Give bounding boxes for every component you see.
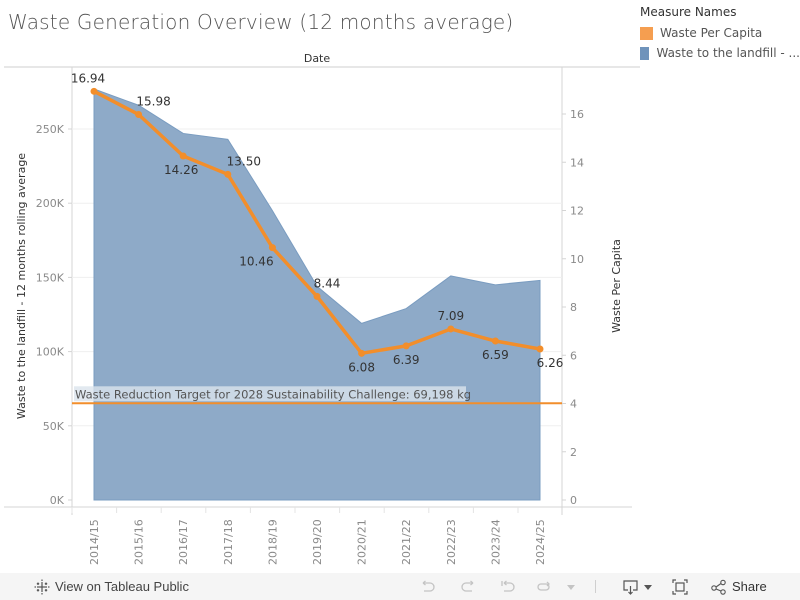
caret-down-icon bbox=[567, 584, 575, 590]
legend-swatch bbox=[640, 26, 653, 40]
left-tick-label: 150K bbox=[36, 271, 65, 284]
toolbar-divider bbox=[595, 580, 596, 593]
chart: Waste Reduction Target for 2028 Sustaina… bbox=[4, 52, 640, 565]
line-point bbox=[135, 110, 143, 118]
line-point bbox=[402, 342, 410, 350]
x-tick-label: 2023/24 bbox=[489, 519, 502, 565]
left-tick-label: 50K bbox=[43, 420, 65, 433]
data-label: 6.08 bbox=[348, 360, 375, 374]
x-tick-label: 2018/19 bbox=[266, 519, 279, 565]
data-label: 8.44 bbox=[314, 276, 341, 290]
tableau-logo-icon bbox=[34, 579, 50, 594]
undo-button[interactable] bbox=[420, 579, 436, 595]
line-point bbox=[313, 292, 321, 300]
share-label: Share bbox=[732, 579, 767, 594]
undo-icon bbox=[422, 579, 435, 592]
view-on-tableau-public-label: View on Tableau Public bbox=[55, 579, 189, 594]
line-point bbox=[447, 325, 455, 333]
legend-title: Measure Names bbox=[640, 5, 737, 19]
right-tick-label: 4 bbox=[570, 398, 577, 411]
fullscreen-icon bbox=[672, 578, 688, 595]
fullscreen-button[interactable] bbox=[672, 578, 688, 595]
legend-item-waste-per-capita[interactable]: Waste Per Capita bbox=[640, 23, 800, 43]
x-tick-label: 2014/15 bbox=[88, 519, 101, 565]
download-button[interactable] bbox=[622, 579, 653, 595]
right-tick-label: 16 bbox=[570, 108, 584, 121]
redo-icon bbox=[461, 579, 474, 592]
right-tick-label: 12 bbox=[570, 205, 584, 218]
data-label: 14.26 bbox=[164, 163, 198, 177]
data-label: 7.09 bbox=[437, 309, 464, 323]
x-tick-label: 2020/21 bbox=[356, 519, 369, 565]
x-tick-label: 2021/22 bbox=[400, 519, 413, 565]
line-point bbox=[268, 244, 276, 252]
right-axis-title: Waste Per Capita bbox=[610, 239, 623, 333]
legend-item-waste-landfill[interactable]: Waste to the landfill - ... bbox=[640, 43, 800, 63]
share-button[interactable]: Share bbox=[711, 579, 767, 595]
x-tick-label: 2022/23 bbox=[445, 519, 458, 565]
x-tick-label: 2015/16 bbox=[133, 519, 146, 565]
line-point bbox=[179, 152, 187, 160]
data-label: 13.50 bbox=[227, 154, 261, 168]
revert-button[interactable] bbox=[500, 579, 516, 595]
line-point bbox=[491, 337, 499, 345]
x-tick-label: 2017/18 bbox=[222, 519, 235, 565]
right-tick-label: 0 bbox=[570, 494, 577, 507]
legend-swatch bbox=[640, 46, 650, 60]
left-tick-label: 250K bbox=[36, 123, 65, 136]
line-point bbox=[536, 345, 544, 353]
data-label: 16.94 bbox=[71, 71, 105, 85]
left-tick-label: 0K bbox=[50, 494, 65, 507]
reference-line-label: Waste Reduction Target for 2028 Sustaina… bbox=[75, 387, 471, 401]
data-label: 6.39 bbox=[393, 353, 420, 367]
reference-label-bg bbox=[74, 386, 466, 402]
left-tick-label: 100K bbox=[36, 346, 65, 359]
toolbar: View on Tableau Public Share bbox=[0, 573, 800, 600]
left-tick-label: 200K bbox=[36, 197, 65, 210]
right-tick-label: 2 bbox=[570, 446, 577, 459]
refresh-button[interactable] bbox=[536, 579, 552, 595]
right-tick-label: 8 bbox=[570, 301, 577, 314]
revert-icon bbox=[501, 579, 515, 592]
legend: Measure Names Waste Per Capita Waste to … bbox=[640, 5, 800, 63]
right-tick-label: 6 bbox=[570, 349, 577, 362]
refresh-icon bbox=[537, 581, 550, 591]
x-axis-title: Date bbox=[304, 52, 331, 65]
refresh-dropdown[interactable] bbox=[566, 582, 576, 592]
share-icon bbox=[711, 579, 726, 595]
left-axis-title: Waste to the landfill - 12 months rollin… bbox=[15, 153, 28, 419]
x-tick-label: 2024/25 bbox=[534, 519, 547, 565]
redo-button[interactable] bbox=[460, 579, 476, 595]
line-point bbox=[358, 349, 366, 357]
line-point bbox=[224, 170, 232, 178]
x-tick-label: 2016/17 bbox=[177, 519, 190, 565]
data-label: 6.26 bbox=[537, 356, 564, 370]
line-point bbox=[90, 87, 98, 95]
download-icon bbox=[623, 579, 638, 595]
page-title: Waste Generation Overview (12 months ave… bbox=[8, 10, 514, 34]
data-label: 15.98 bbox=[136, 94, 170, 108]
legend-label: Waste to the landfill - ... bbox=[656, 46, 800, 60]
view-on-tableau-public-link[interactable]: View on Tableau Public bbox=[34, 579, 189, 595]
legend-label: Waste Per Capita bbox=[660, 26, 763, 40]
data-label: 6.59 bbox=[482, 348, 509, 362]
right-tick-label: 14 bbox=[570, 156, 584, 169]
right-tick-label: 10 bbox=[570, 253, 584, 266]
caret-down-icon bbox=[644, 584, 652, 590]
data-label: 10.46 bbox=[239, 255, 273, 269]
x-tick-label: 2019/20 bbox=[311, 519, 324, 565]
